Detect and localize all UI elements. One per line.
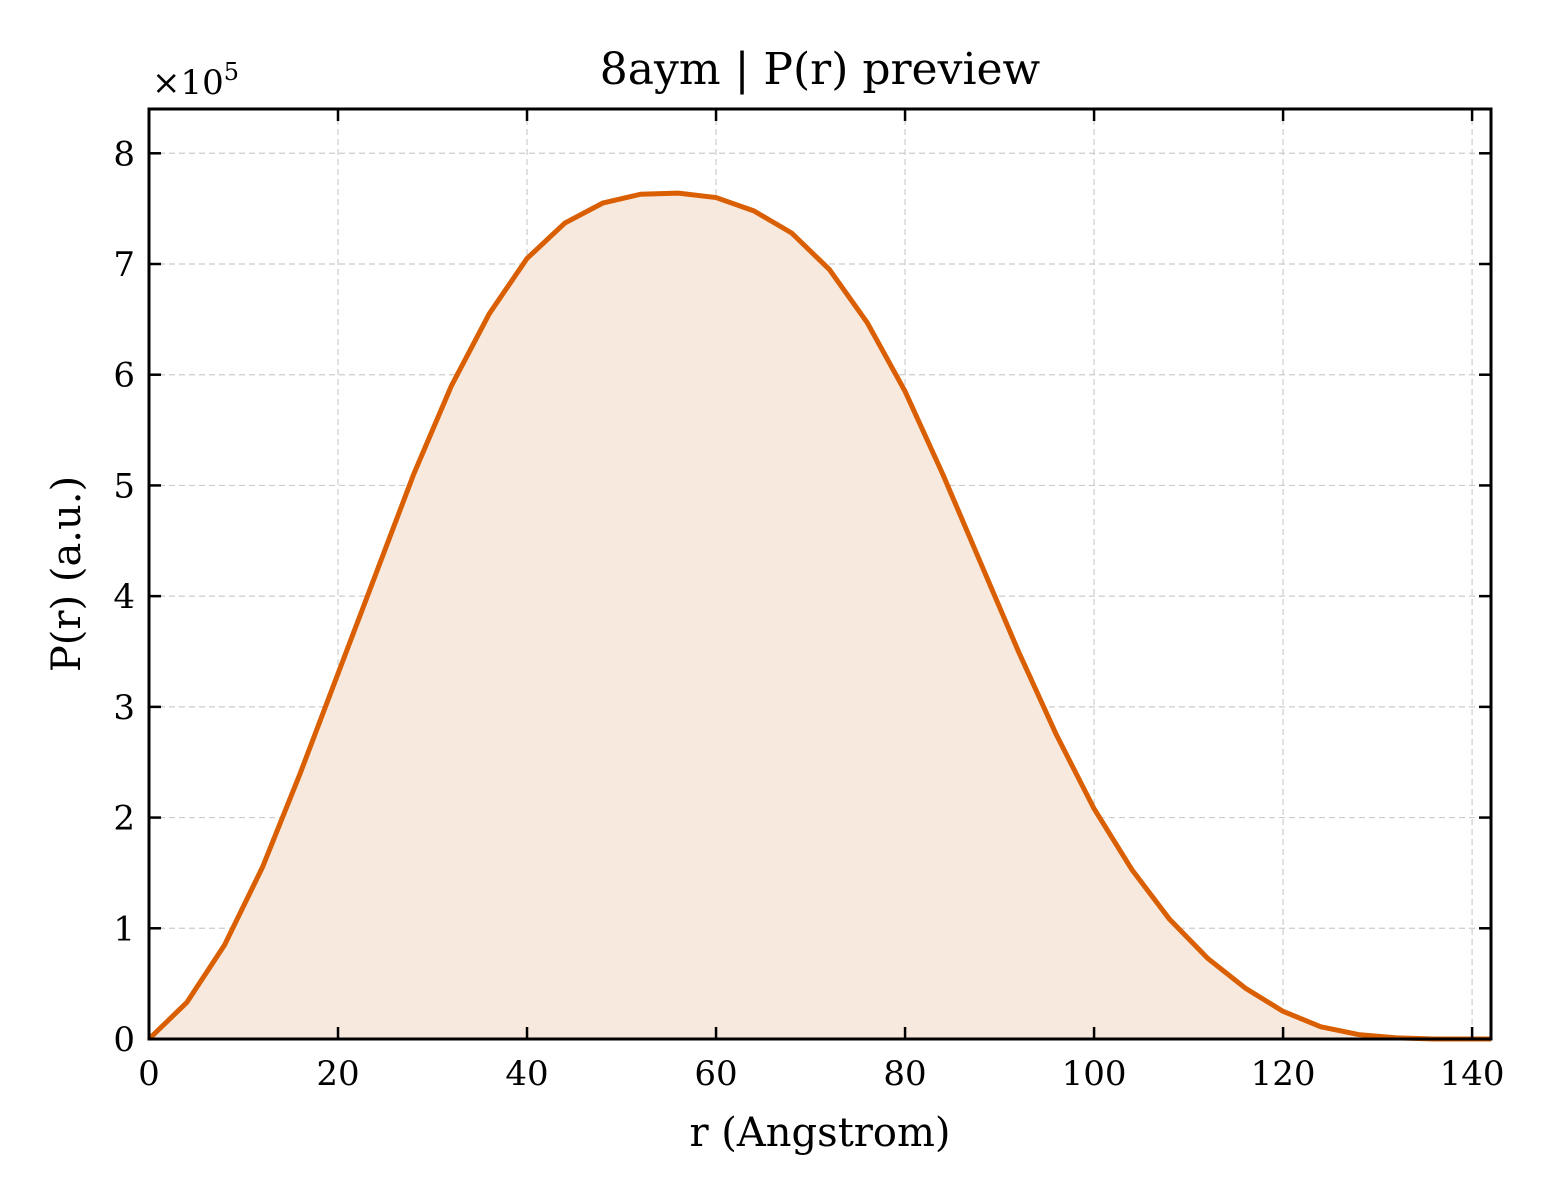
- x-tick-label: 0: [138, 1054, 160, 1094]
- ticks: 0 20 40 60 80 100 120 140 0 1 2 3 4 5 6 7 8: [113, 109, 1505, 1094]
- y-tick-label: 6: [113, 356, 135, 396]
- y-axis-multiplier: ×105: [152, 58, 239, 103]
- x-tick-label: 80: [883, 1054, 926, 1094]
- y-tick-label: 8: [113, 134, 135, 174]
- y-tick-label: 7: [113, 245, 135, 285]
- chart-title: 8aym | P(r) preview: [600, 44, 1041, 95]
- x-tick-label: 100: [1062, 1054, 1127, 1094]
- x-tick-label: 40: [505, 1054, 548, 1094]
- y-tick-label: 0: [113, 1020, 135, 1060]
- x-tick-label: 140: [1440, 1054, 1505, 1094]
- y-tick-label: 5: [113, 466, 135, 506]
- y-tick-label: 1: [113, 909, 135, 949]
- y-axis-title: P(r) (a.u.): [44, 476, 90, 672]
- y-tick-label: 3: [113, 688, 135, 728]
- y-tick-label: 4: [113, 577, 135, 617]
- y-axis-multiplier-base: ×10: [152, 63, 224, 103]
- x-tick-label: 20: [316, 1054, 359, 1094]
- area-fill: [149, 193, 1491, 1039]
- x-tick-label: 60: [694, 1054, 737, 1094]
- x-tick-label: 120: [1251, 1054, 1316, 1094]
- y-axis-multiplier-exponent: 5: [224, 58, 239, 86]
- x-axis-title: r (Angstrom): [689, 1110, 950, 1156]
- plot-frame: [147, 107, 1493, 1041]
- y-tick-label: 2: [113, 799, 135, 839]
- series-line: [147, 190, 1491, 1042]
